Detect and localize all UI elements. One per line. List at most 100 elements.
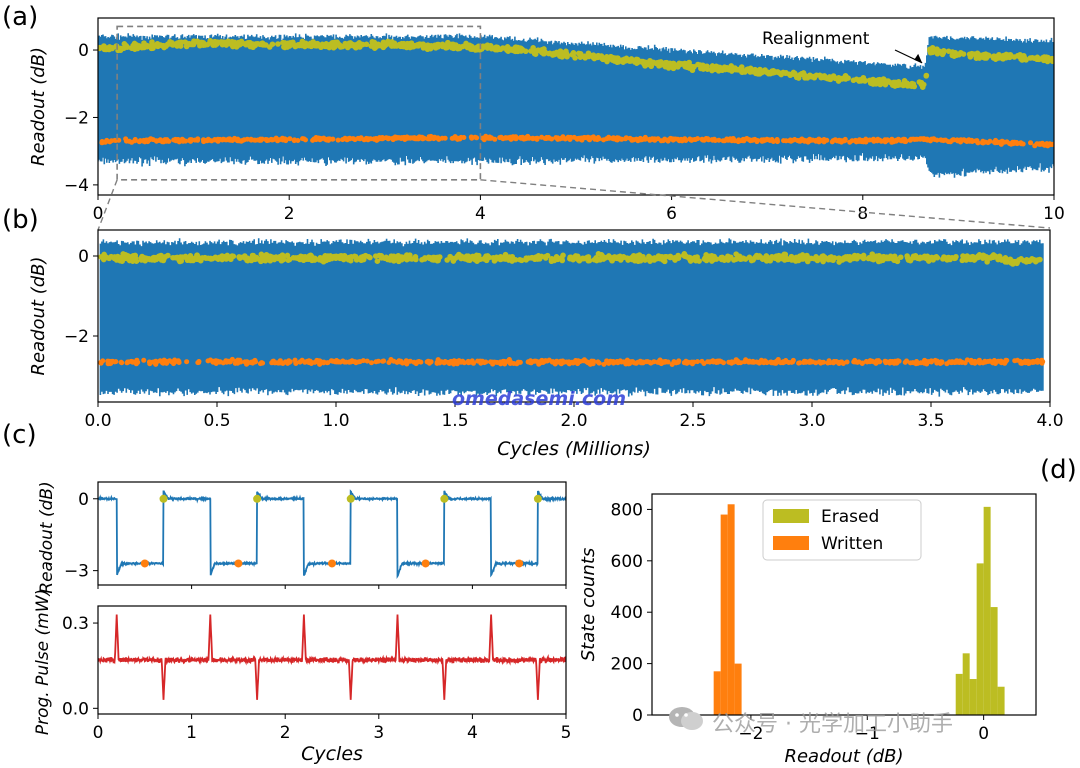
watermark-channel: 公众号 · 光学加工小助手: [712, 712, 953, 737]
panel-d-y-tick-label-1: 200: [611, 655, 643, 675]
panel-d-bar-erased-2: [969, 679, 977, 715]
panel-c-erased-point-4: [533, 494, 542, 503]
panel-d-y-tick-label-4: 800: [611, 500, 643, 520]
panel-d-bar-erased-3: [976, 563, 984, 715]
panel-b-trace: [99, 238, 1044, 397]
panel-b-y-tick-label-1: −2: [64, 327, 89, 347]
panel-b-x-tick-label-1: 0.5: [203, 411, 230, 431]
panel-a-x-tick-label-3: 6: [666, 204, 677, 224]
panel-c-top-frame: [97, 481, 567, 586]
panel-a-plot: [98, 33, 1054, 178]
panel-d-bar-written-3: [734, 663, 742, 715]
panel-c-top-y-tick-label-1: −3: [64, 562, 89, 582]
panel-b-erased-level: [98, 251, 1043, 267]
panel-c-bottom-x-tick-label-2: 2: [280, 723, 291, 743]
panel-b-x-tick-label-3: 1.5: [441, 411, 468, 431]
panel-a-annotation-text: Realignment: [762, 29, 870, 49]
panel-c-written-point-1: [234, 559, 243, 568]
panel-b-x-tick-label-7: 3.5: [917, 411, 944, 431]
panel-a-y-tick-label-0: 0: [78, 41, 89, 61]
panel-a-x-tick-label-1: 2: [284, 204, 295, 224]
panel-b-x-tick-label-2: 1.0: [322, 411, 349, 431]
panel-c-bottom-x-tick-label-4: 4: [467, 723, 478, 743]
panel-a-trace: [98, 33, 1054, 178]
panel-d-x-tick-label-0: −2: [738, 724, 763, 744]
panel-d-y-tick-label-3: 600: [611, 552, 643, 572]
wechat-icon: [669, 707, 703, 730]
panel-d-bar-written-0: [713, 671, 721, 715]
panel-b-x-tick-label-0: 0.0: [84, 411, 111, 431]
panel-d-frame: [651, 493, 1037, 716]
panel-a-x-tick-label-2: 4: [475, 204, 486, 224]
panel-c-erased-point-0: [159, 494, 168, 503]
panel-c-bottom-x-tick-label-1: 1: [186, 723, 197, 743]
panel-b-written-level: [98, 356, 1046, 367]
panel-c-erased-point-1: [253, 494, 262, 503]
panel-a-y-tick-label-1: −2: [64, 108, 89, 128]
panel-c-written-point-2: [328, 559, 336, 568]
panel-c-top-ylabel: Readout (dB): [37, 481, 57, 593]
panel-c-erased-point-3: [440, 494, 449, 503]
panel-c-bottom-plot: [98, 614, 566, 700]
panel-d-legend-swatch-1: [773, 536, 809, 550]
panel-a-erased-level: [98, 38, 1054, 90]
panel-c-bottom-xlabel: Cycles: [301, 743, 363, 765]
panel-b-x-tick-label-5: 2.5: [679, 411, 706, 431]
panel-c-erased-point-2: [346, 494, 355, 503]
panel-c-bottom-ylabel: Prog. Pulse (mW): [33, 589, 53, 735]
panel-d-bar-erased-5: [990, 607, 998, 715]
panel-c-bottom-x-tick-label-0: 0: [93, 723, 104, 743]
panel-c-written-point-4: [515, 559, 524, 568]
panel-d-bar-written-2: [727, 504, 735, 715]
panel-c-pulse-trace: [98, 614, 566, 700]
panel-d-bar-erased-0: [955, 673, 963, 715]
panel-d-plot: [713, 504, 1005, 715]
panel-c-bottom-y-tick-label-0: 0.0: [62, 699, 89, 719]
panel-d-y-tick-label-2: 400: [611, 603, 643, 623]
panel-a-written-level: [99, 133, 1054, 149]
panel-b-y-tick-label-0: 0: [78, 247, 89, 267]
panel-d-xlabel: Readout (dB): [784, 746, 903, 767]
panel-d-legend-label-0: Erased: [821, 507, 879, 527]
panel-b-x-tick-label-8: 4.0: [1036, 411, 1063, 431]
watermark-site: omedasemi.com: [452, 388, 626, 410]
panel-a-ylabel: Readout (dB): [28, 47, 49, 166]
panel-d-ylabel: State counts: [578, 548, 599, 662]
panel-d-x-tick-label-2: 0: [978, 724, 989, 744]
panel-b-xlabel: Cycles (Millions): [497, 438, 651, 460]
panel-c-top-plot: [98, 489, 566, 580]
panel-a-x-tick-label-4: 8: [857, 204, 868, 224]
panel-b-x-tick-label-6: 3.0: [798, 411, 825, 431]
panel-c-top-y-tick-label-0: 0: [78, 490, 89, 510]
panel-d-bar-erased-1: [962, 653, 970, 715]
panel-a-annotation-arrowhead: [914, 53, 923, 63]
panel-d-legend-label-1: Written: [821, 534, 883, 554]
panel-a-y-tick-label-2: −4: [64, 176, 89, 196]
panel-c-written-point-0: [140, 559, 149, 568]
panel-b-ylabel: Readout (dB): [28, 256, 49, 375]
panel-label-c: (c): [2, 420, 37, 450]
panel-d-legend-swatch-0: [773, 509, 809, 523]
panel-c-bottom-frame: [97, 605, 567, 715]
zoom-line-left: [97, 179, 118, 231]
panel-c-bottom-x-tick-label-5: 5: [561, 723, 572, 743]
zoom-line-right: [480, 179, 1051, 229]
panel-b-x-tick-label-4: 2.0: [560, 411, 587, 431]
panel-a-frame: [97, 17, 1055, 196]
panel-d-y-tick-label-0: 0: [632, 706, 643, 726]
panel-d-bar-erased-4: [983, 506, 991, 715]
panel-label-b: (b): [2, 205, 39, 235]
panel-c-bottom-y-tick-label-1: 0.3: [62, 614, 89, 634]
panel-a-x-tick-label-5: 10: [1043, 204, 1065, 224]
panel-d-bar-erased-6: [997, 686, 1005, 715]
panel-c-bottom-x-tick-label-3: 3: [373, 723, 384, 743]
panel-a-inset-box: [116, 25, 482, 181]
panel-d-bar-written-1: [720, 514, 728, 715]
panel-label-d: (d): [1040, 455, 1077, 485]
panel-b-plot: [98, 238, 1046, 397]
panel-a-x-tick-label-0: 0: [93, 204, 104, 224]
panel-c-written-point-3: [421, 559, 430, 568]
panel-d-x-tick-label-1: −1: [855, 724, 880, 744]
panel-label-a: (a): [2, 2, 39, 32]
